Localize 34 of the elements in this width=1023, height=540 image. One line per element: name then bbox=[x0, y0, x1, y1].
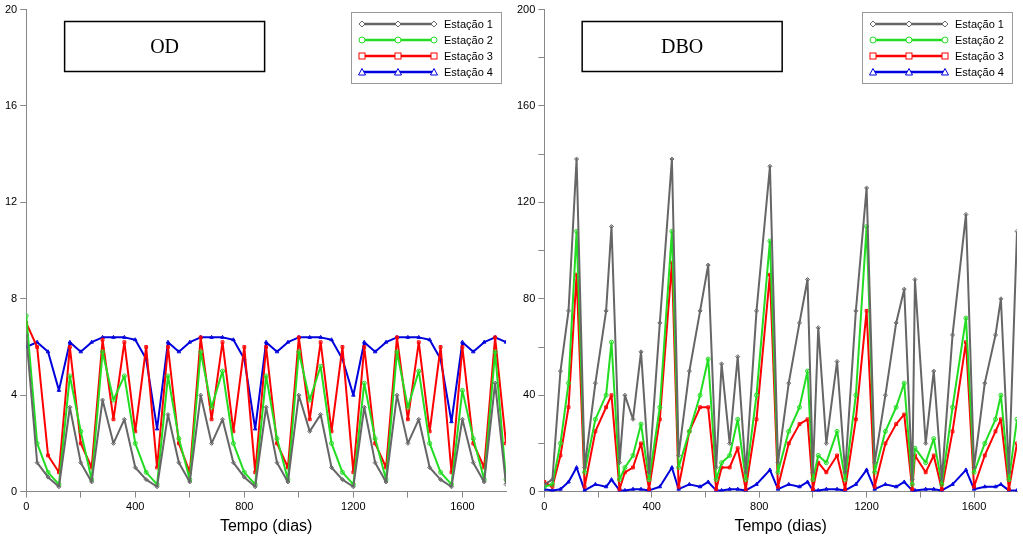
legend-label: Estação 1 bbox=[955, 17, 1004, 30]
legend-label: Estação 2 bbox=[955, 33, 1004, 46]
y-tick-label: 20 bbox=[4, 2, 18, 15]
legend-label: Estação 3 bbox=[444, 49, 493, 62]
x-tick-label: 400 bbox=[642, 500, 661, 513]
text: DBO bbox=[661, 34, 704, 57]
y-tick-label: 80 bbox=[523, 291, 536, 304]
x-tick-label: 800 bbox=[235, 500, 254, 513]
y-tick-label: 8 bbox=[11, 291, 18, 304]
x-axis-title: Tempo (dias) bbox=[219, 516, 313, 534]
x-tick-label: 400 bbox=[126, 500, 145, 513]
x-tick-label: 1600 bbox=[450, 500, 475, 513]
y-tick-label: 0 bbox=[11, 484, 18, 497]
y-tick-label: 160 bbox=[516, 99, 536, 112]
legend-label: Estação 4 bbox=[955, 65, 1004, 78]
legend-label: Estação 4 bbox=[444, 65, 493, 78]
legend-label: Estação 3 bbox=[955, 49, 1004, 62]
text: OD bbox=[150, 34, 180, 57]
y-tick-label: 120 bbox=[516, 195, 536, 208]
x-tick-label: 1200 bbox=[854, 500, 879, 513]
y-tick-label: 4 bbox=[11, 388, 18, 401]
x-tick-label: 0 bbox=[541, 500, 548, 513]
y-tick-label: 40 bbox=[523, 388, 536, 401]
x-tick-label: 1200 bbox=[341, 500, 366, 513]
y-tick-label: 0 bbox=[529, 484, 536, 497]
x-tick-label: 1600 bbox=[961, 500, 987, 513]
y-tick-label: 12 bbox=[4, 195, 18, 208]
y-tick-label: 16 bbox=[4, 99, 18, 112]
legend-label: Estação 2 bbox=[444, 33, 493, 46]
legend-label: Estação 1 bbox=[444, 17, 493, 30]
y-tick-label: 200 bbox=[516, 2, 536, 15]
x-axis-title: Tempo (dias) bbox=[734, 516, 827, 534]
x-tick-label: 800 bbox=[750, 500, 769, 513]
x-tick-label: 0 bbox=[23, 500, 30, 513]
